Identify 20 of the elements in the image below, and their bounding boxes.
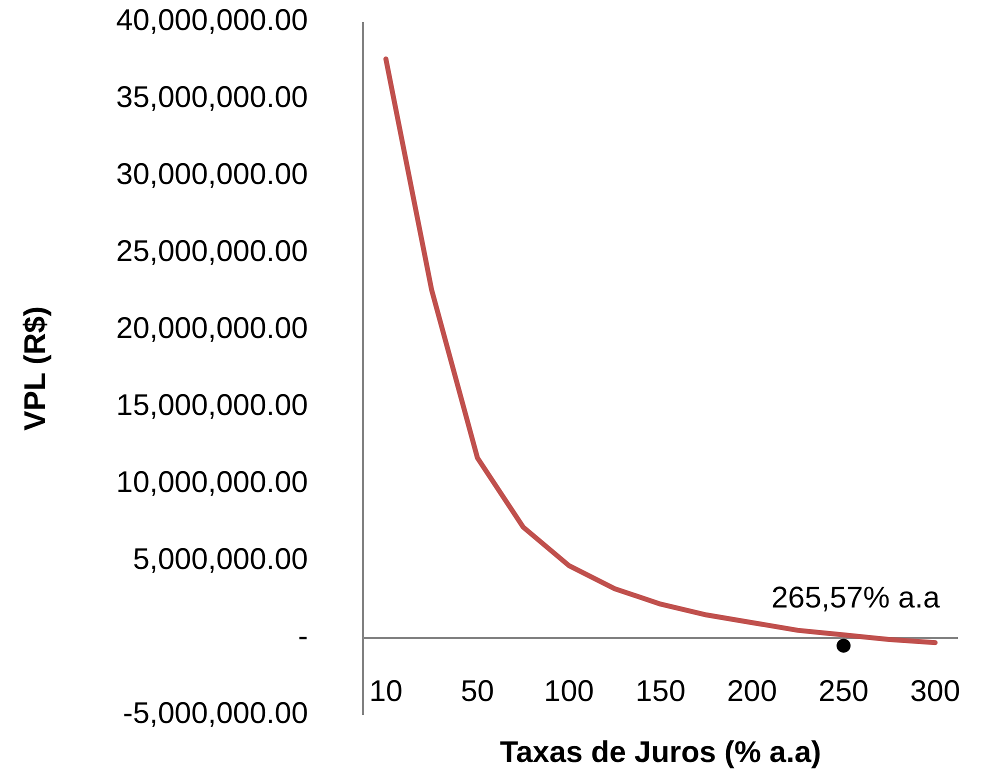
y-tick-label: 30,000,000.00 [116,158,308,191]
x-tick-label: 100 [544,674,594,708]
y-tick-label: 35,000,000.00 [116,80,308,114]
y-tick-label: 5,000,000.00 [132,542,308,576]
y-tick-label: 10,000,000.00 [116,466,308,499]
annotation: 265,57% a.a [771,582,940,615]
x-tick-label: 150 [635,674,686,708]
y-tick-label: 25,000,000.00 [116,234,308,268]
x-tick-label: 300 [910,674,960,708]
x-tick-label: 50 [460,674,494,708]
x-tick-label: 250 [818,674,869,708]
x-tick-label: 10 [369,674,403,708]
y-tick-label: 15,000,000.00 [116,388,308,422]
y-axis-title: VPL (R$) [19,306,52,431]
y-tick-label: -5,000,000.00 [122,696,308,730]
y-tick-label: 40,000,000.00 [116,4,308,37]
y-tick-label: - [298,620,308,653]
x-tick-label: 200 [727,674,778,708]
x-axis-title: Taxas de Juros (% a.a) [500,736,822,769]
y-tick-label: 20,000,000.00 [116,312,308,345]
